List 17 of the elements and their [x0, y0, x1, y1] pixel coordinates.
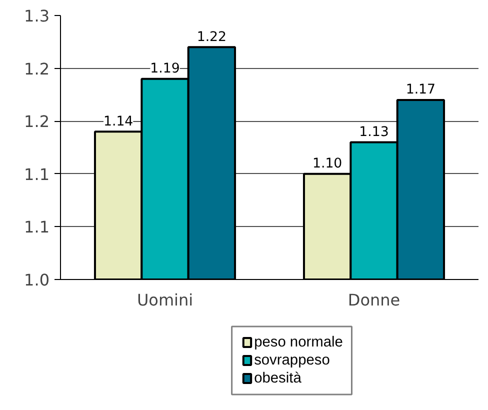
- legend-label: sovrappeso: [254, 352, 330, 368]
- y-tick-label: 1.2: [24, 112, 50, 132]
- x-tick-label: Donne: [348, 290, 400, 310]
- data-label: 1.13: [359, 124, 389, 140]
- legend-label: obesità: [254, 370, 302, 386]
- data-label: 1.14: [103, 114, 134, 130]
- data-label: 1.19: [150, 62, 180, 77]
- y-tick-label: 1.1: [24, 218, 50, 237]
- y-tick-label: 1.2: [24, 59, 50, 78]
- data-label: 1.10: [312, 156, 342, 172]
- x-tick-label: Uomini: [136, 290, 194, 310]
- data-label: 1.17: [406, 82, 436, 98]
- y-tick-label: 1.3: [24, 6, 50, 26]
- y-tick-label: 1.0: [24, 270, 50, 290]
- y-tick-label: 1.1: [24, 164, 50, 184]
- data-label: 1.22: [196, 30, 227, 45]
- legend-label: peso normale: [254, 334, 343, 350]
